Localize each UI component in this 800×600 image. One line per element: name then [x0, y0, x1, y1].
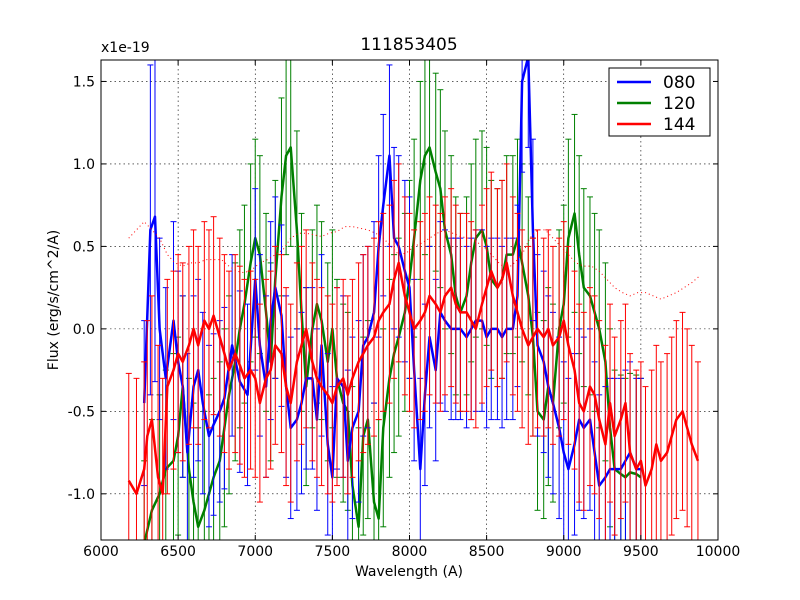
series-144-line	[127, 261, 700, 496]
legend-label-144: 144	[663, 115, 695, 135]
x-tick-label: 7500	[315, 544, 351, 560]
y-tick-label: 1.5	[73, 74, 95, 90]
y-tick-label: -1.0	[68, 487, 95, 503]
y-axis-title: Flux (erg/s/cm^2/A)	[46, 230, 62, 370]
chart-title: 111853405	[360, 35, 457, 55]
y-scale-label: x1e-19	[101, 40, 150, 56]
series-144	[125, 163, 701, 540]
x-tick-label: 6000	[83, 544, 119, 560]
y-tick-label: -0.5	[68, 404, 95, 420]
x-tick-label: 9000	[546, 544, 582, 560]
legend-label-080: 080	[663, 73, 695, 93]
y-tick-label: 0.5	[73, 239, 95, 255]
x-tick-label: 6500	[160, 544, 196, 560]
x-tick-label: 7000	[237, 544, 273, 560]
y-tick-label: 0.0	[73, 322, 95, 338]
y-tick-label: 1.0	[73, 157, 95, 173]
x-axis-title: Wavelength (A)	[355, 564, 463, 580]
axis-ticks: 6000 6500 7000 7500 8000 8500 9000 9500 10000 -1.…	[68, 60, 741, 560]
x-tick-label: 8000	[392, 544, 428, 560]
x-tick-label: 9500	[623, 544, 659, 560]
plot-area	[125, 60, 701, 540]
legend-label-120: 120	[663, 94, 695, 114]
x-tick-label: 8500	[469, 544, 505, 560]
series-120-line	[143, 146, 642, 540]
x-tick-label: 10000	[696, 544, 741, 560]
